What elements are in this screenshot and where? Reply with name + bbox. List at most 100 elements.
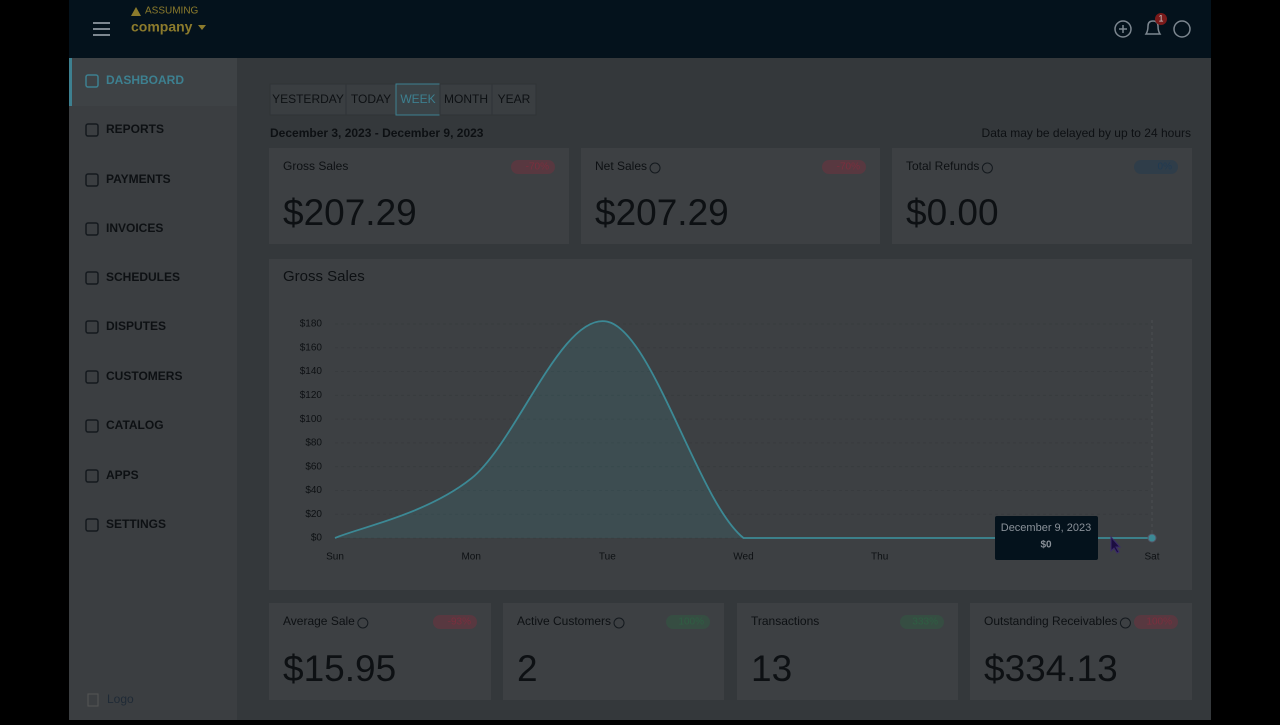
x-tick-label: Mon [461, 552, 480, 563]
nav-icon [85, 123, 99, 137]
nav-item[interactable]: SCHEDULES [106, 270, 180, 284]
card-value: 13 [751, 648, 792, 689]
y-tick-label: $180 [300, 319, 323, 330]
nav-item[interactable]: CATALOG [106, 418, 164, 432]
filter-label: TODAY [351, 92, 391, 106]
nav-item[interactable]: DASHBOARD [106, 73, 184, 87]
card-title: Gross Sales [283, 159, 348, 173]
nav-item[interactable]: SETTINGS [106, 517, 166, 531]
add-button[interactable] [1114, 20, 1132, 38]
tooltip-value: $0 [1040, 540, 1052, 551]
x-tick-label: Sun [326, 552, 344, 563]
card-title: Net Sales [595, 159, 647, 173]
nav-item[interactable]: INVOICES [106, 221, 163, 235]
info-icon [357, 617, 369, 629]
info-icon [649, 162, 661, 174]
filter-label: WEEK [400, 92, 435, 106]
top-bar [69, 0, 1211, 58]
menu-button[interactable] [93, 22, 110, 36]
badge [511, 160, 555, 174]
hover-point [1147, 533, 1157, 543]
x-tick-label: Sat [1144, 552, 1159, 563]
stat-card [892, 148, 1192, 244]
filter-label: YEAR [498, 92, 531, 106]
card-value: 2 [517, 648, 538, 689]
stat-card [269, 603, 491, 700]
nav-item[interactable]: REPORTS [106, 122, 164, 136]
badge-text: 0% [1158, 162, 1173, 173]
stat-card [737, 603, 958, 700]
nav-icon [85, 419, 99, 433]
delay-note: Data may be delayed by up to 24 hours [982, 126, 1191, 140]
sidebar [69, 58, 237, 720]
active-item-bg [69, 58, 237, 106]
nav-item[interactable]: CUSTOMERS [106, 369, 182, 383]
nav-icon [85, 370, 99, 384]
stat-card [970, 603, 1192, 700]
info-icon [1119, 617, 1131, 629]
profile-button[interactable] [1173, 20, 1191, 38]
nav-icon [85, 173, 99, 187]
card-title: Total Refunds [906, 159, 979, 173]
nav-item[interactable]: PAYMENTS [106, 172, 171, 186]
y-tick-label: $60 [305, 461, 322, 472]
badge-text: -93% [448, 617, 471, 628]
card-value: $334.13 [984, 648, 1118, 689]
cursor [1110, 535, 1122, 554]
add-icon [1119, 25, 1127, 33]
y-tick-label: $140 [300, 366, 323, 377]
nav-item[interactable]: DISPUTES [106, 319, 166, 333]
card-value: $207.29 [283, 192, 417, 233]
card-value: $0.00 [906, 192, 999, 233]
card-title: Outstanding Receivables [984, 614, 1117, 628]
card-title: Transactions [751, 614, 819, 628]
nav-item[interactable]: APPS [106, 468, 139, 482]
y-tick-label: $40 [305, 485, 322, 496]
filter-button[interactable] [491, 83, 537, 116]
filter-label: MONTH [444, 92, 488, 106]
notifications-button[interactable] [1144, 20, 1162, 35]
filter-button[interactable] [269, 83, 347, 116]
logo-alt: Logo [107, 692, 134, 706]
filter-label: YESTERDAY [272, 92, 344, 106]
y-tick-label: $160 [300, 342, 323, 353]
info-icon [613, 617, 625, 629]
tooltip-title: December 9, 2023 [1001, 522, 1092, 534]
badge-text: -70% [526, 162, 549, 173]
badge [666, 615, 710, 629]
card-value: $15.95 [283, 648, 396, 689]
badge [822, 160, 866, 174]
badge [900, 615, 944, 629]
nav-icon [85, 271, 99, 285]
assuming-label: ASSUMING [145, 6, 199, 17]
company-selector[interactable]: company [131, 19, 193, 35]
badge-text: 100% [678, 617, 704, 628]
badge-text: -70% [837, 162, 860, 173]
info-icon [981, 162, 993, 174]
stat-card [503, 603, 724, 700]
area [335, 321, 1152, 538]
badge-text: 333% [912, 617, 938, 628]
date-range: December 3, 2023 - December 9, 2023 [270, 126, 484, 140]
badge [1134, 160, 1178, 174]
badge [433, 615, 477, 629]
y-tick-label: $80 [305, 438, 322, 449]
nav-icon [85, 320, 99, 334]
nav-icon [85, 469, 99, 483]
badge [1134, 615, 1178, 629]
stat-card [581, 148, 880, 244]
x-tick-label: Tue [599, 552, 616, 563]
x-tick-label: Thu [871, 552, 888, 563]
badge-text: 100% [1146, 617, 1172, 628]
y-tick-label: $100 [300, 414, 323, 425]
broken-image [87, 693, 99, 707]
card-title: Average Sale [283, 614, 355, 628]
dropdown-caret [198, 25, 206, 30]
card-title: Active Customers [517, 614, 611, 628]
nav-icon [85, 518, 99, 532]
filter-button[interactable] [395, 83, 441, 116]
x-tick-label: Wed [733, 552, 753, 563]
chart-title: Gross Sales [283, 268, 365, 285]
